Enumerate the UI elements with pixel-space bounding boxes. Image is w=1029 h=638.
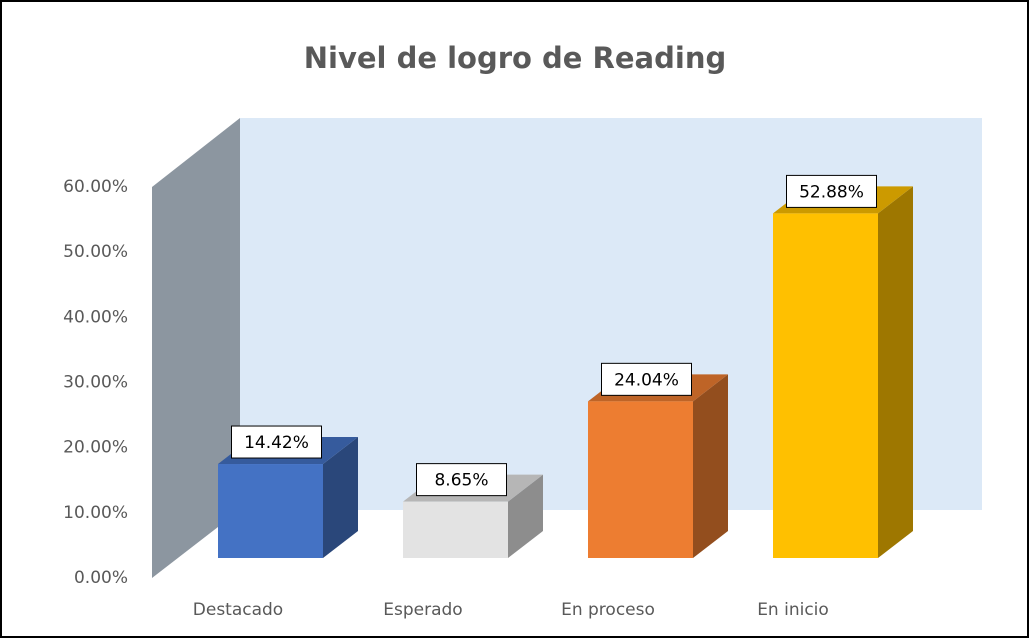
y-tick-label: 50.00% [63, 242, 128, 262]
chart-title: Nivel de logro de Reading [304, 41, 726, 75]
value-label: 52.88% [799, 182, 864, 202]
value-label-box [231, 425, 322, 459]
bar [218, 464, 323, 558]
x-tick-label: En inicio [757, 600, 829, 620]
bar-side [693, 374, 728, 558]
bar-side [878, 186, 913, 558]
value-label-box [601, 362, 692, 396]
bar [403, 501, 508, 558]
x-tick-label: Destacado [193, 600, 283, 620]
y-tick-label: 20.00% [63, 438, 128, 458]
bar [588, 401, 693, 558]
value-label: 14.42% [244, 433, 309, 453]
x-tick-label: En proceso [561, 600, 655, 620]
y-tick-label: 60.00% [63, 177, 128, 197]
y-tick-label: 30.00% [63, 373, 128, 393]
y-tick-label: 0.00% [74, 568, 128, 588]
bar-side [323, 437, 358, 558]
value-label-box [416, 463, 507, 497]
value-label: 8.65% [434, 471, 488, 491]
value-label: 24.04% [614, 370, 679, 390]
side-wall [152, 118, 240, 578]
x-tick-label: Esperado [383, 600, 462, 620]
value-label-box [786, 174, 877, 208]
bar-side [508, 474, 543, 558]
bar [773, 213, 878, 558]
y-tick-label: 40.00% [63, 307, 128, 327]
y-tick-label: 10.00% [63, 503, 128, 523]
